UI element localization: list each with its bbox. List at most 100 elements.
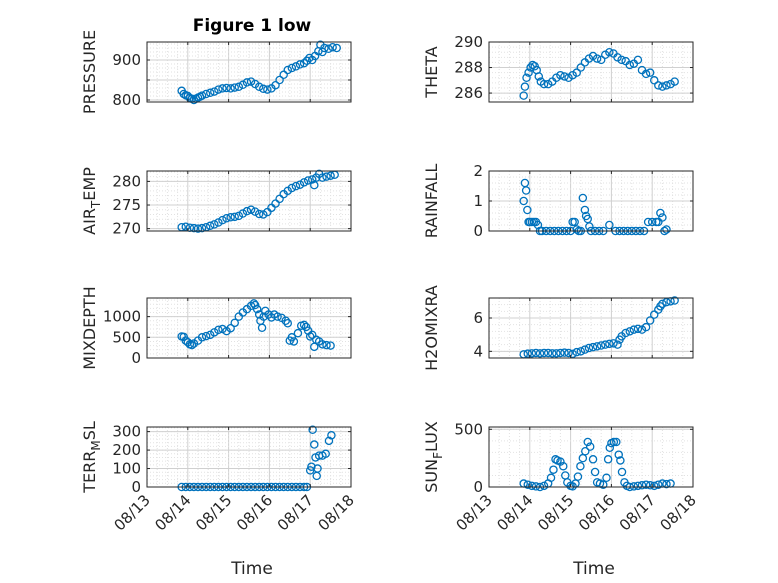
data-point: [293, 328, 303, 338]
data-point: [289, 337, 299, 346]
data-point: [218, 84, 227, 93]
data-point: [543, 348, 553, 358]
data-point: [310, 180, 319, 190]
data-point: [519, 196, 528, 206]
y-axis-label: H2OMIXRA: [422, 285, 441, 371]
x-tick-label: 08/18: [657, 491, 700, 534]
data-point: [279, 70, 288, 80]
data-point: [649, 310, 659, 319]
data-point: [324, 44, 333, 54]
data-point: [326, 171, 335, 180]
data-point: [662, 225, 671, 234]
axes-box: [146, 41, 352, 103]
axes-box: [146, 170, 352, 232]
data-point: [230, 212, 239, 222]
data-point: [291, 62, 301, 71]
data-point: [568, 482, 577, 491]
x-tick-label: 08/14: [493, 491, 536, 534]
data-point: [205, 88, 215, 98]
data-point: [318, 173, 327, 182]
x-axis-label-right: Time: [572, 559, 615, 579]
data-point: [328, 42, 337, 52]
subplot-sun_flux: 0 500 SUNFLUX 08/1308/1408/1508/1608/1708/1…: [422, 420, 700, 534]
data-point: [596, 55, 606, 65]
data-point: [230, 83, 239, 92]
data-point: [287, 63, 297, 73]
data-point: [613, 340, 622, 349]
axes-box: [488, 426, 694, 488]
subplot-air_temp: 270 275 280 AIRTEMP: [80, 167, 352, 238]
data-point: [321, 449, 330, 459]
data-point: [578, 193, 588, 203]
data-point: [580, 205, 590, 215]
data-point: [629, 325, 639, 334]
data-point: [605, 220, 614, 230]
data-point: [656, 302, 665, 311]
data-point: [307, 330, 317, 340]
data-point: [585, 442, 595, 451]
y-tick-label: 0: [473, 222, 483, 240]
data-point: [303, 176, 313, 185]
subplot-rainfall: 0 1 2 RAINFALL: [422, 162, 694, 240]
subplot-pressure: 800 900 PRESSURE: [80, 30, 352, 114]
data-point: [658, 299, 667, 309]
data-point: [295, 180, 305, 189]
data-point: [612, 437, 621, 447]
data-point: [197, 91, 207, 100]
data-point: [603, 455, 613, 464]
y-tick-label: 280: [112, 172, 141, 190]
data-point: [299, 320, 309, 330]
data-point: [242, 78, 252, 87]
data-point: [573, 472, 583, 481]
axes-box: [488, 297, 694, 359]
data-point: [524, 68, 533, 77]
y-axis-label: AIRTEMP: [80, 167, 103, 235]
data-point: [614, 450, 623, 459]
x-tick-label: 08/17: [274, 491, 317, 534]
data-point: [556, 70, 565, 80]
data-point: [519, 91, 528, 100]
data-point: [547, 349, 557, 358]
data-point: [596, 341, 606, 350]
data-point: [539, 79, 549, 89]
data-point: [645, 68, 655, 77]
data-point: [310, 440, 319, 449]
data-point: [527, 481, 537, 491]
data-point: [641, 69, 651, 79]
data-point: [313, 464, 322, 473]
data-point: [539, 481, 549, 491]
data-point: [291, 181, 301, 191]
data-point: [214, 218, 223, 227]
data-point: [322, 172, 331, 181]
y-tick-label: 500: [112, 328, 141, 346]
data-point: [522, 73, 531, 82]
y-axis-label: THETA: [422, 46, 441, 98]
data-point: [283, 318, 293, 328]
data-point: [263, 85, 272, 94]
data-point: [643, 217, 653, 227]
data-point: [670, 77, 679, 86]
data-point: [187, 340, 197, 350]
x-axis-label-left: Time: [230, 559, 273, 579]
figure-title: Figure 1 low: [193, 16, 312, 36]
axes-box: [488, 41, 694, 103]
axes-box: [146, 426, 352, 488]
x-tick-label: 08/18: [315, 491, 358, 534]
data-point: [226, 213, 235, 222]
data-point: [641, 480, 651, 489]
axes-box: [146, 297, 352, 359]
data-point: [242, 206, 252, 216]
data-point: [592, 342, 602, 351]
subplot-theta: 286 288 290 THETA: [422, 33, 694, 103]
data-point: [609, 339, 618, 348]
data-point: [271, 80, 280, 90]
data-point: [523, 205, 532, 215]
data-point: [257, 323, 267, 333]
y-tick-label: 1: [473, 192, 483, 210]
y-tick-label: 0: [131, 478, 141, 496]
data-point: [633, 324, 643, 334]
data-point: [531, 348, 541, 358]
y-tick-label: 0: [473, 478, 483, 496]
data-point: [654, 480, 663, 489]
data-point: [259, 210, 268, 219]
